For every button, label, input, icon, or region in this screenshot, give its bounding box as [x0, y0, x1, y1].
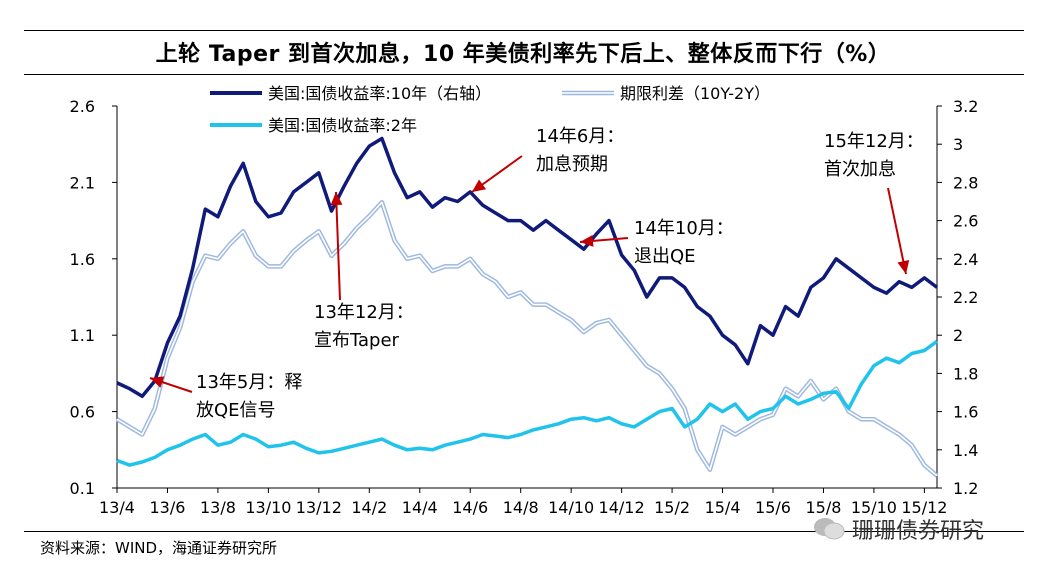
left-tick-label: 2.1 — [70, 173, 95, 192]
x-tick-label: 14/12 — [599, 498, 645, 517]
right-tick-label: 1.8 — [953, 364, 978, 383]
x-tick-label: 15/4 — [705, 498, 741, 517]
annotation-14-6-text: 加息预期 — [536, 154, 608, 175]
annotation-13-5-arrow-head — [150, 376, 165, 388]
annotation-15-12-text: 15年12月： — [824, 131, 924, 152]
top-rule — [24, 30, 1024, 31]
x-tick-label: 14/4 — [402, 498, 438, 517]
annotation-15-12-arrow-shaft — [887, 187, 907, 275]
legend-us-10y-label: 美国:国债收益率:10年（右轴） — [268, 84, 491, 103]
x-tick-label: 13/10 — [245, 498, 291, 517]
annotation-13-12-arrow-head — [330, 192, 343, 206]
x-tick-label: 15/12 — [901, 498, 947, 517]
series-line-us-10y — [116, 136, 939, 399]
x-tick-label: 15/6 — [755, 498, 791, 517]
x-tick-label: 14/10 — [548, 498, 594, 517]
bottom-rule — [24, 531, 1024, 532]
x-tick-label: 13/8 — [200, 498, 236, 517]
right-tick-label: 3.2 — [953, 97, 978, 116]
annotation-14-6-text: 14年6月： — [536, 126, 624, 147]
x-tick-label: 14/2 — [351, 498, 387, 517]
watermark: 珊珊债券研究 — [812, 513, 984, 545]
left-tick-label: 1.6 — [70, 250, 95, 269]
x-tick-label: 13/4 — [99, 498, 135, 517]
right-tick-label: 2.8 — [953, 173, 978, 192]
right-tick-label: 2.6 — [953, 212, 978, 231]
title-rule — [24, 74, 1024, 75]
x-tick-label: 14/6 — [452, 498, 488, 517]
series-line-term-spread-inner — [116, 201, 938, 477]
right-tick-label: 1.6 — [953, 403, 978, 422]
annotation-14-10-text: 退出QE — [634, 246, 696, 267]
x-tick-label: 14/8 — [503, 498, 539, 517]
x-tick-label: 15/2 — [654, 498, 690, 517]
legend-term-spread-label: 期限利差（10Y-2Y） — [620, 84, 770, 103]
right-tick-label: 3 — [953, 135, 963, 154]
annotation-14-10-text: 14年10月： — [634, 218, 734, 239]
annotation-14-10-arrow-head — [580, 234, 594, 247]
annotation-13-12-arrow-shaft — [335, 191, 341, 301]
annotation-14-6-arrow-head — [472, 179, 487, 192]
left-tick-label: 2.6 — [70, 97, 95, 116]
annotation-15-12-text: 首次加息 — [824, 159, 896, 180]
watermark-text: 珊珊债券研究 — [852, 519, 985, 544]
left-tick-label: 0.1 — [70, 479, 95, 498]
x-tick-label: 13/6 — [149, 498, 185, 517]
x-tick-label: 15/8 — [805, 498, 841, 517]
right-tick-label: 1.2 — [953, 479, 978, 498]
right-tick-label: 2.2 — [953, 288, 978, 307]
legend-us-2y-label: 美国:国债收益率:2年 — [268, 116, 417, 135]
x-tick-label: 13/12 — [296, 498, 342, 517]
right-tick-label: 2 — [953, 326, 963, 345]
right-tick-label: 1.4 — [953, 441, 978, 460]
chart-title: 上轮 Taper 到首次加息，10 年美债利率先下后上、整体反而下行（%） — [155, 42, 891, 67]
annotation-15-12-arrow-head — [897, 260, 910, 274]
annotation-13-5-text: 13年5月：释 — [196, 372, 302, 393]
x-tick-label: 15/10 — [851, 498, 897, 517]
annotation-13-12-text: 宣布Taper — [314, 330, 400, 351]
left-tick-label: 0.6 — [70, 403, 95, 422]
annotation-13-5-text: 放QE信号 — [196, 400, 276, 421]
right-tick-label: 2.4 — [953, 250, 978, 269]
left-tick-label: 1.1 — [70, 326, 95, 345]
wechat-icon — [814, 518, 845, 540]
series-line-us-2y — [116, 339, 939, 467]
annotation-13-12-text: 13年12月： — [314, 302, 414, 323]
source-note: 资料来源：WIND，海通证券研究所 — [40, 539, 278, 557]
